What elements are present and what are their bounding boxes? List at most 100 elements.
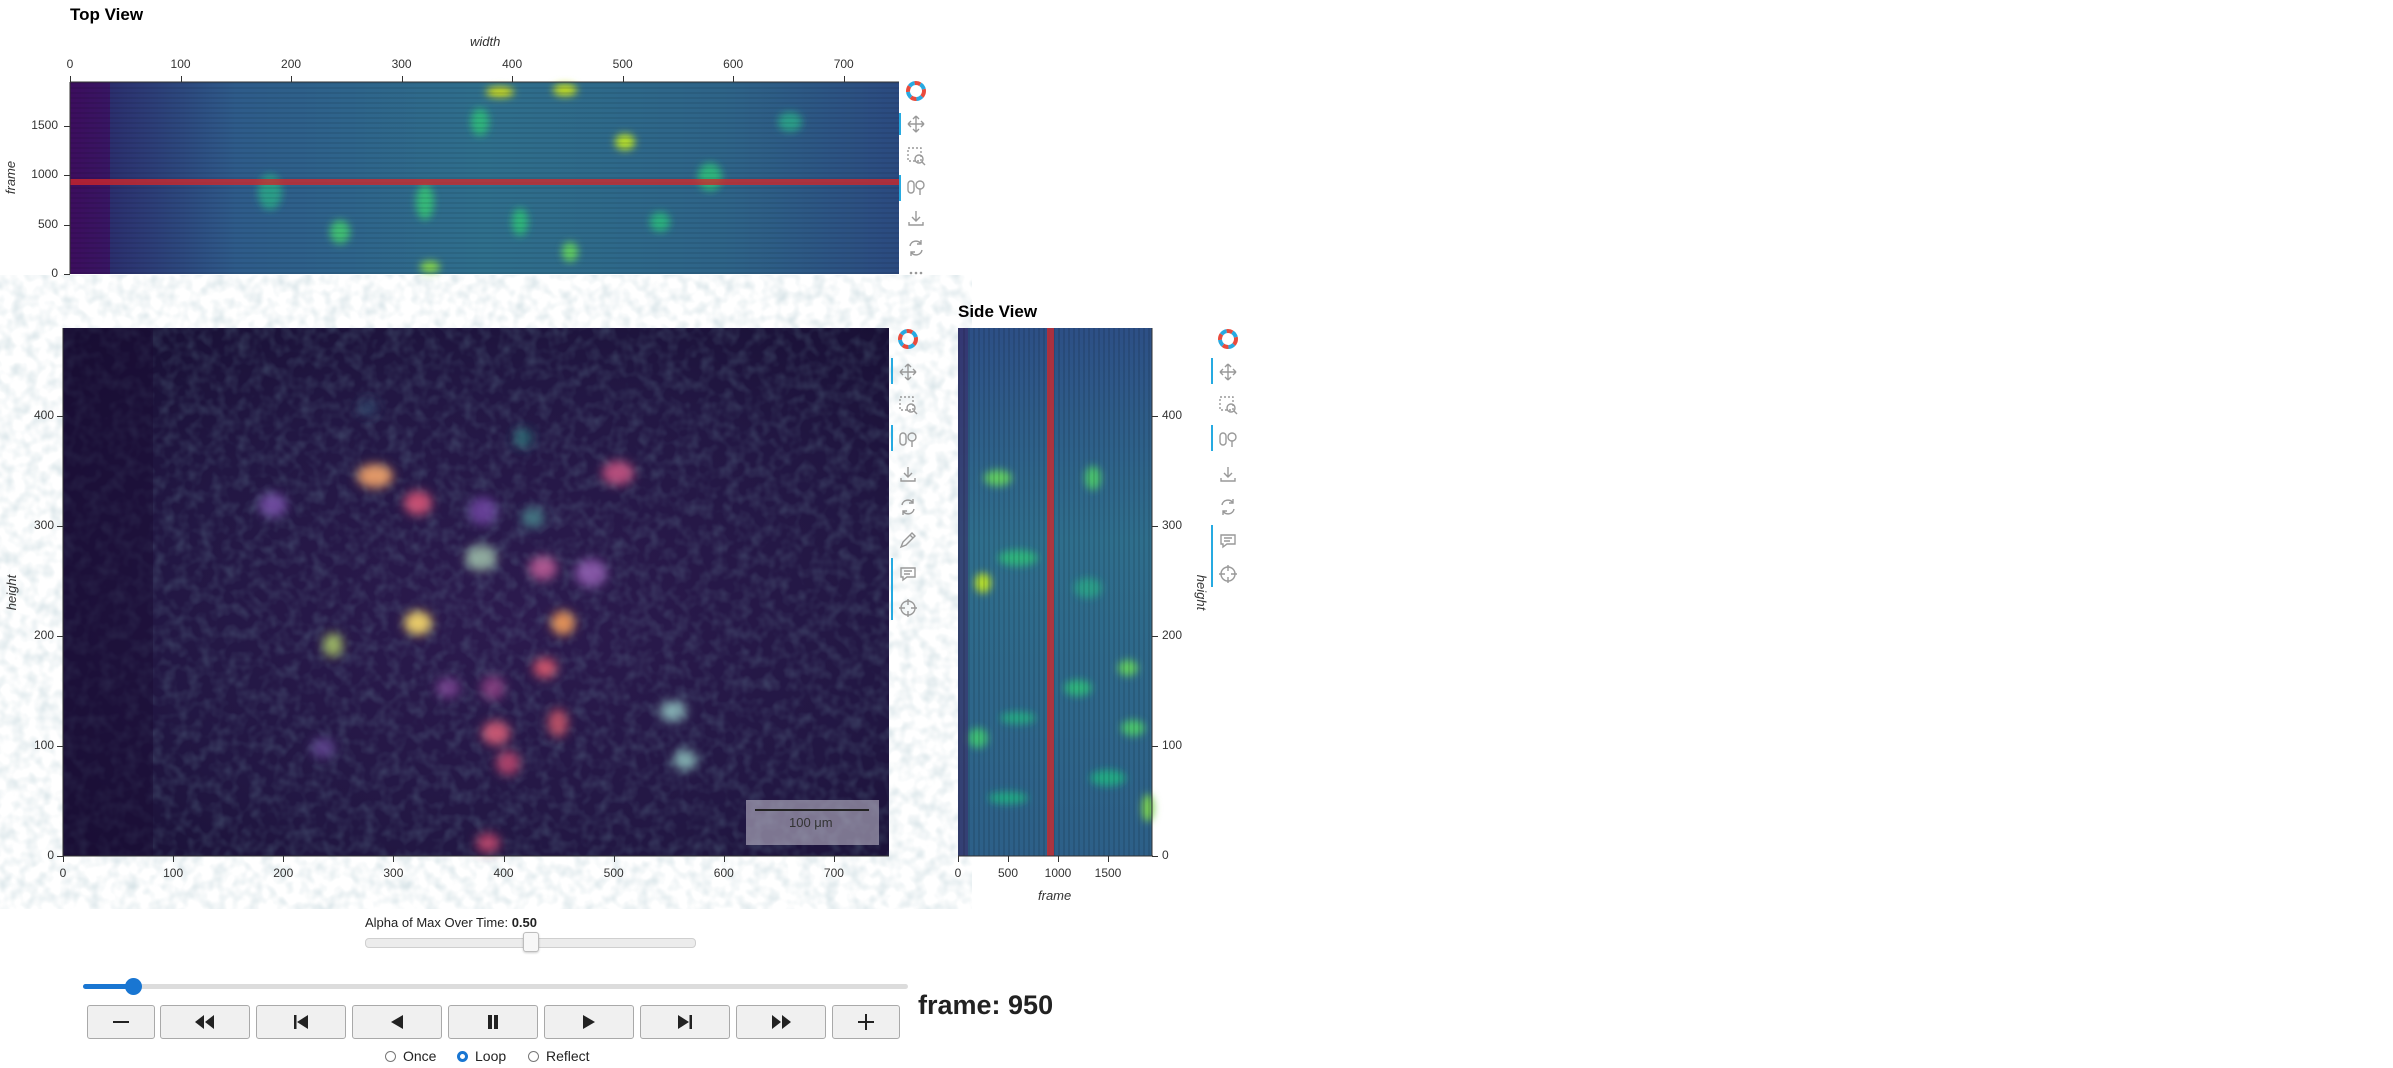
main-view-x-tick-mark (283, 856, 285, 862)
top-view-y-tick-mark (64, 224, 70, 226)
side-view-y-tick: 100 (1162, 738, 1183, 752)
top-view-y-axis-label: frame (3, 160, 19, 195)
side-view-x-tick-mark (1058, 856, 1059, 862)
side-view-axes (958, 328, 1153, 857)
top-view-x-tick: 600 (723, 57, 744, 71)
slower-button[interactable] (87, 1005, 155, 1039)
top-view-y-tick-mark (64, 125, 70, 127)
last-frame-button[interactable] (736, 1005, 826, 1039)
alpha-slider-handle[interactable] (522, 932, 539, 952)
reset-icon[interactable] (897, 496, 919, 518)
main-view-x-tick: 400 (493, 866, 514, 880)
radio-once[interactable] (385, 1050, 396, 1062)
main-view-y-tick: 200 (33, 628, 54, 642)
pan-icon[interactable] (1217, 361, 1239, 383)
main-view-y-axis-label: height (4, 574, 20, 611)
toolbar-active-indicator (891, 558, 893, 620)
play-reverse-button[interactable] (352, 1005, 442, 1039)
frame-readout: frame: 950 (918, 990, 1054, 1020)
side-view-x-tick: 1000 (1044, 866, 1072, 880)
edit-icon[interactable] (897, 529, 919, 551)
main-view-y-tick: 0 (47, 848, 54, 862)
side-view-y-tick: 300 (1162, 518, 1183, 532)
main-view-x-tick: 700 (823, 866, 844, 880)
side-view-x-tick: 0 (954, 866, 962, 880)
top-view-y-tick: 1500 (31, 117, 58, 132)
box-zoom-icon[interactable] (905, 145, 927, 167)
side-view-y-tick: 400 (1162, 408, 1183, 422)
pan-icon[interactable] (905, 113, 927, 135)
top-view-x-tick-mark (291, 76, 293, 82)
toolbar-active-indicator (899, 175, 901, 201)
wheel-zoom-icon[interactable] (897, 428, 919, 450)
save-icon[interactable] (897, 463, 919, 485)
save-icon[interactable] (1217, 463, 1239, 485)
more-icon[interactable] (905, 262, 927, 284)
box-zoom-icon[interactable] (1217, 394, 1239, 416)
radio-loop[interactable] (457, 1050, 468, 1062)
main-image-view[interactable] (63, 328, 889, 856)
side-view-heatmap[interactable] (958, 328, 1154, 856)
top-view-x-tick: 700 (833, 57, 854, 71)
loop-mode-once[interactable]: Once (385, 1048, 436, 1064)
top-view-x-tick-mark (512, 76, 514, 82)
top-view-y-tick-mark (64, 274, 70, 275)
wheel-zoom-icon[interactable] (1217, 428, 1239, 450)
crosshair-icon[interactable] (897, 597, 919, 619)
main-view-x-tick-mark (613, 856, 615, 862)
main-view-x-tick-mark (393, 856, 395, 862)
pause-button[interactable] (448, 1005, 538, 1039)
toolbar-active-indicator (891, 358, 893, 384)
hover-icon[interactable] (897, 563, 919, 585)
main-view-x-tick: 0 (59, 866, 67, 880)
toolbar-active-indicator (899, 113, 901, 135)
top-view-x-tick: 500 (612, 57, 633, 71)
top-view-x-tick-mark (733, 76, 735, 82)
main-view-x-tick-mark (833, 856, 835, 862)
main-view-x-tick: 300 (383, 866, 404, 880)
save-icon[interactable] (905, 207, 927, 229)
previous-frame-button[interactable] (256, 1005, 346, 1039)
next-frame-button[interactable] (640, 1005, 730, 1039)
reset-icon[interactable] (905, 237, 927, 259)
top-view-x-tick-mark (622, 76, 624, 82)
top-view-heatmap[interactable] (70, 82, 899, 274)
toolbar-active-indicator (1211, 425, 1213, 451)
player-progress-fill (83, 984, 133, 989)
bokeh-logo-icon[interactable] (1217, 328, 1239, 350)
top-view-y-tick: 0 (51, 266, 58, 280)
top-view-x-tick: 300 (391, 57, 412, 71)
side-view-title: Side View (958, 302, 1038, 321)
side-view-y-tick-mark (1152, 636, 1158, 637)
hover-icon[interactable] (1217, 530, 1239, 552)
box-zoom-icon[interactable] (897, 394, 919, 416)
play-button[interactable] (544, 1005, 634, 1039)
main-view-x-tick-mark (723, 856, 725, 862)
bokeh-logo-icon[interactable] (905, 80, 927, 102)
top-view-x-tick: 400 (502, 57, 523, 71)
top-view-x-tick: 100 (170, 57, 191, 71)
radio-reflect[interactable] (528, 1050, 539, 1062)
main-view-y-tick-mark (57, 416, 63, 417)
reset-icon[interactable] (1217, 496, 1239, 518)
bokeh-logo-icon[interactable] (897, 328, 919, 350)
player-progress-track[interactable] (83, 984, 908, 989)
side-view-x-tick-mark (1008, 856, 1009, 862)
main-view-x-tick: 500 (603, 866, 624, 880)
pan-icon[interactable] (897, 361, 919, 383)
radio-reflect-label: Reflect (546, 1048, 590, 1064)
loop-mode-reflect[interactable]: Reflect (528, 1048, 590, 1064)
loop-mode-loop[interactable]: Loop (457, 1048, 506, 1064)
main-view-axes (62, 328, 889, 857)
main-view-x-tick-mark (173, 856, 175, 862)
main-view-x-tick: 100 (163, 866, 184, 880)
top-view-y-tick: 500 (37, 216, 58, 231)
player-progress-handle[interactable] (124, 978, 142, 995)
crosshair-icon[interactable] (1217, 563, 1239, 585)
wheel-zoom-icon[interactable] (905, 176, 927, 198)
faster-button[interactable] (832, 1005, 900, 1039)
first-frame-button[interactable] (160, 1005, 250, 1039)
top-view-x-tick-mark (180, 76, 182, 82)
side-view-y-tick: 200 (1162, 628, 1183, 642)
side-view-x-tick-mark (958, 856, 959, 862)
